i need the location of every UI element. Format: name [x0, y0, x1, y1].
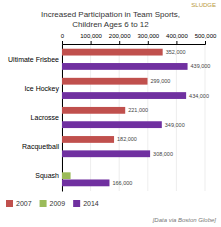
chart: Increased Participation in Team Sports,C…: [0, 0, 221, 227]
x-tick-mark: [119, 41, 120, 44]
data-label: 221,000: [128, 107, 148, 113]
bar: [62, 63, 188, 70]
bars: [62, 49, 188, 187]
bar: [62, 150, 150, 157]
y-tick-label: Ice Hockey: [24, 85, 59, 93]
x-tick-mark: [176, 41, 177, 44]
bar: [62, 179, 109, 186]
bar: [62, 56, 63, 63]
bar: [62, 78, 148, 85]
data-label: 349,000: [165, 122, 185, 128]
y-tick: Lacrosse: [31, 114, 62, 121]
data-label: 439,000: [191, 63, 211, 69]
x-tick-mark: [62, 41, 63, 44]
legend-swatch: [73, 200, 80, 207]
x-tick: 500,000: [195, 33, 217, 44]
data-labels: 352,000 299,000 221,000 182,000 439,000 434,0…: [112, 49, 210, 186]
legend-item: 2009: [40, 200, 66, 207]
bar: [62, 172, 71, 179]
y-tick-label: Squash: [35, 172, 59, 180]
x-tick: 0: [61, 33, 65, 44]
data-label: 308,000: [153, 151, 173, 157]
x-tick-mark: [148, 41, 149, 44]
x-tick: 400,000: [166, 33, 188, 44]
x-tick-label: 200,000: [109, 33, 131, 39]
subtitle: SLUDGE: [191, 2, 216, 8]
bar: [62, 114, 63, 121]
series: [62, 63, 188, 186]
bar: [62, 107, 125, 114]
x-tick-label: 100,000: [80, 33, 102, 39]
data-label: 434,000: [189, 93, 209, 99]
title: Increased Participation in Team Sports,: [41, 10, 180, 19]
legend-swatch: [40, 200, 47, 207]
legend-label: 2009: [50, 200, 66, 207]
bar: [62, 92, 186, 99]
legend-label: 2007: [16, 200, 32, 207]
footnote: [Data via Boston Globe]: [152, 217, 217, 223]
legend-swatch: [6, 200, 13, 207]
legend-item: 2007: [6, 200, 32, 207]
x-tick: 300,000: [137, 33, 159, 44]
x-tick: 200,000: [109, 33, 131, 44]
y-axis: Ultimate Frisbee Ice Hockey Lacrosse Racque…: [8, 45, 62, 192]
data-label: 166,000: [112, 180, 132, 186]
legend-item: 2014: [73, 200, 99, 207]
y-tick: Ultimate Frisbee: [8, 56, 62, 63]
y-tick: Ice Hockey: [24, 85, 62, 93]
bar: [62, 49, 163, 56]
data-label: 352,000: [166, 49, 186, 55]
bar: [62, 143, 63, 150]
grid: [62, 44, 205, 191]
x-axis-line: [63, 41, 206, 45]
y-tick-label: Ultimate Frisbee: [8, 56, 59, 63]
data-label: 182,000: [117, 136, 137, 142]
x-tick-mark: [205, 41, 206, 44]
x-axis: 0 100,000 200,000 300,000 400,000 500,000: [61, 33, 217, 45]
bar: [62, 85, 63, 92]
x-tick: 100,000: [80, 33, 102, 44]
y-tick: Racquetball: [22, 143, 62, 151]
bar: [62, 121, 162, 128]
x-tick-label: 0: [61, 33, 65, 39]
x-tick-label: 500,000: [195, 33, 217, 39]
legend: 2007 2009 2014: [6, 200, 99, 207]
y-tick-label: Racquetball: [22, 143, 59, 151]
bar: [62, 136, 114, 143]
series: [62, 172, 71, 179]
x-tick-mark: [91, 41, 92, 44]
y-tick: Squash: [35, 172, 62, 180]
data-label: 299,000: [151, 78, 171, 84]
title: Children Ages 6 to 12: [72, 20, 149, 29]
y-tick-label: Lacrosse: [31, 114, 60, 121]
x-tick-label: 400,000: [166, 33, 188, 39]
legend-label: 2014: [83, 200, 99, 207]
x-tick-label: 300,000: [137, 33, 159, 39]
bar: [62, 165, 63, 172]
